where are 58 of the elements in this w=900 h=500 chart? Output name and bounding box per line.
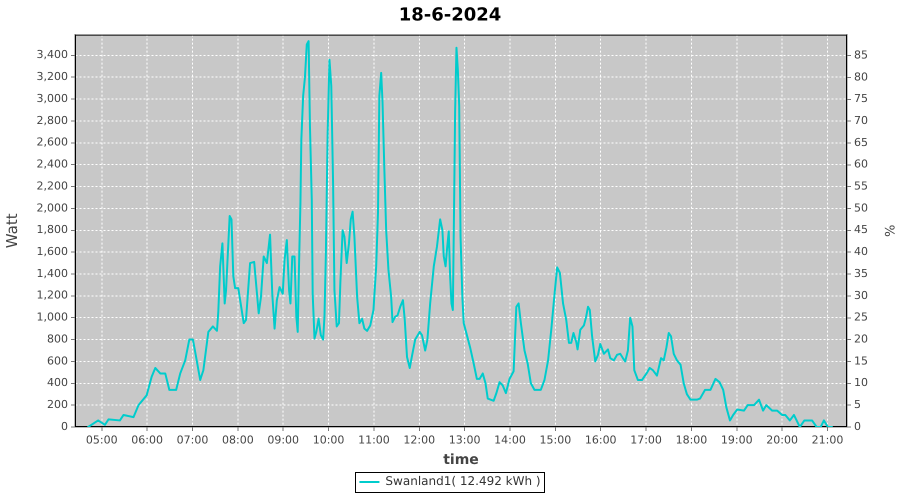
y-tick-label: 2,800 xyxy=(36,114,68,127)
x-tick-label: 13:00 xyxy=(448,433,480,446)
y-tick-label: 400 xyxy=(47,376,68,390)
x-tick-label: 09:00 xyxy=(267,433,300,446)
y-tick-label: 0 xyxy=(61,420,68,433)
x-tick-label: 06:00 xyxy=(131,433,163,446)
y2-tick-label: 55 xyxy=(854,180,868,193)
y-tick-label: 1,000 xyxy=(36,310,68,324)
x-tick-label: 08:00 xyxy=(222,433,254,446)
x-tick-label: 11:00 xyxy=(358,433,390,446)
x-tick-label: 14:00 xyxy=(494,433,526,446)
x-axis-title: time xyxy=(443,452,479,468)
y2-tick-label: 25 xyxy=(854,310,868,324)
y-axis-title: Watt xyxy=(2,213,21,248)
y2-tick-label: 5 xyxy=(854,398,861,412)
y-tick-label: 2,000 xyxy=(36,201,68,214)
x-tick-label: 20:00 xyxy=(766,433,798,446)
x-tick-label: 17:00 xyxy=(630,433,662,446)
y2-tick-label: 50 xyxy=(854,201,868,214)
y2-tick-label: 45 xyxy=(854,223,868,236)
y-tick-label: 3,400 xyxy=(36,48,68,62)
y-tick-label: 3,000 xyxy=(36,92,68,105)
y2-tick-label: 35 xyxy=(854,266,868,280)
y-tick-label: 1,800 xyxy=(36,223,68,236)
y-tick-label: 2,200 xyxy=(36,179,68,192)
y2-tick-label: 40 xyxy=(854,245,868,258)
legend-label: Swanland1( 12.492 kWh ) xyxy=(385,474,541,488)
x-tick-label: 07:00 xyxy=(176,433,208,446)
y2-tick-label: 80 xyxy=(854,70,868,84)
x-tick-label: 10:00 xyxy=(312,433,344,446)
y-tick-label: 600 xyxy=(47,354,68,368)
y2-tick-label: 30 xyxy=(854,288,868,302)
y-tick-label: 2,600 xyxy=(36,136,68,149)
y2-axis-title: % xyxy=(880,224,896,237)
y2-tick-label: 0 xyxy=(854,420,861,433)
x-tick-label: 15:00 xyxy=(539,433,572,446)
y2-tick-label: 65 xyxy=(854,136,868,149)
x-tick-label: 12:00 xyxy=(403,433,436,446)
y2-tick-label: 15 xyxy=(854,354,868,368)
x-tick-label: 21:00 xyxy=(812,433,844,446)
y-tick-label: 2,400 xyxy=(36,158,68,171)
x-tick-label: 16:00 xyxy=(584,433,617,446)
chart-title: 18-6-2024 xyxy=(398,4,502,26)
x-tick-label: 19:00 xyxy=(720,433,753,446)
y-tick-label: 1,200 xyxy=(36,288,68,302)
y-tick-label: 1,400 xyxy=(36,266,68,280)
y2-tick-label: 75 xyxy=(854,92,868,106)
x-tick-label: 05:00 xyxy=(86,433,118,446)
y-tick-label: 200 xyxy=(47,398,68,411)
y-tick-label: 1,600 xyxy=(36,244,68,258)
y2-tick-label: 10 xyxy=(854,376,868,390)
y2-tick-label: 60 xyxy=(854,158,868,171)
y2-tick-label: 20 xyxy=(854,332,868,346)
y-tick-label: 800 xyxy=(47,332,68,346)
y-tick-label: 3,200 xyxy=(36,70,68,84)
x-tick-label: 18:00 xyxy=(676,433,708,446)
y2-tick-label: 70 xyxy=(854,114,868,127)
y2-tick-label: 85 xyxy=(854,48,868,62)
